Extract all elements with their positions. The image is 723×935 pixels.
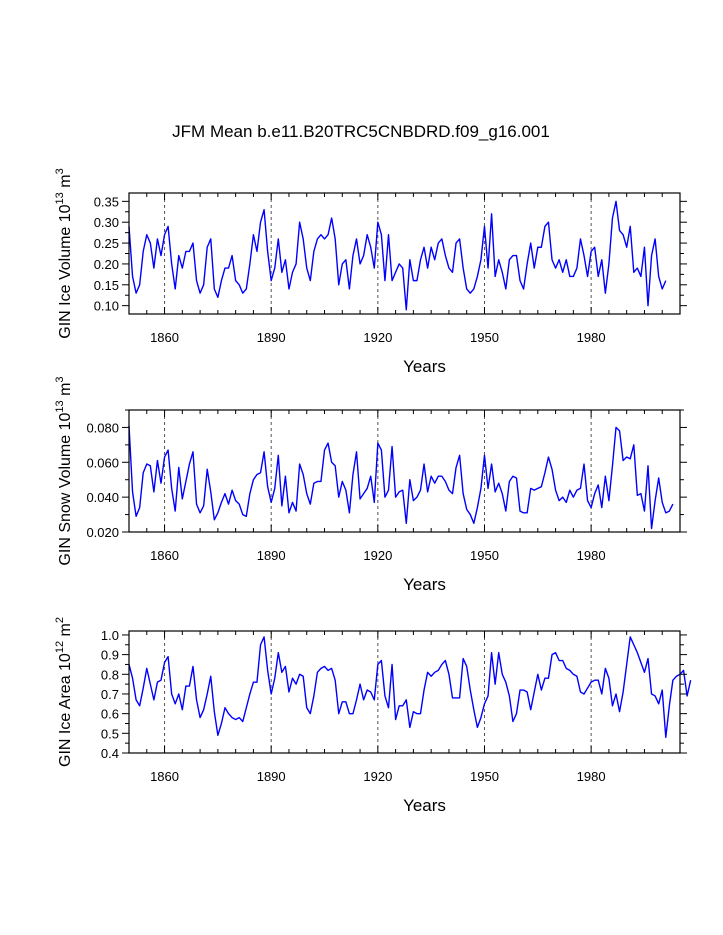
snow-volume-xtick-label: 1980 xyxy=(577,548,606,563)
ice-area-yaxis-title-exp: 12 xyxy=(54,641,66,653)
ice-area-yaxis-title-unit: m xyxy=(57,623,74,641)
snow-volume-ytick-label: 0.060 xyxy=(86,455,119,470)
snow-volume-ytick-label: 0.080 xyxy=(86,420,119,435)
snow-volume-yaxis-title-unit-exp: 3 xyxy=(54,376,66,382)
figure-title: JFM Mean b.e11.B20TRC5CNBDRD.f09_g16.001 xyxy=(172,122,550,141)
ice-area-xtick-label: 1980 xyxy=(577,769,606,784)
ice-volume-xtick-label: 1860 xyxy=(150,330,179,345)
snow-volume-ytick-label: 0.020 xyxy=(86,525,119,540)
ice-volume-ytick-label: 0.20 xyxy=(94,257,119,272)
ice-volume-xtick-label: 1890 xyxy=(257,330,286,345)
ice-area-ytick-label: 0.9 xyxy=(101,648,119,663)
ice-volume-ytick-label: 0.25 xyxy=(94,236,119,251)
ice-area-xaxis-title: Years xyxy=(403,796,446,815)
snow-volume-xtick-label: 1950 xyxy=(470,548,499,563)
ice-area-ytick-label: 0.4 xyxy=(101,746,119,761)
snow-volume-yaxis-title-exp: 13 xyxy=(54,400,66,412)
ice-volume-yaxis-title-unit-exp: 3 xyxy=(54,168,66,174)
ice-area-xtick-label: 1860 xyxy=(150,769,179,784)
ice-volume-xtick-label: 1980 xyxy=(577,330,606,345)
ice-area-ytick-label: 0.6 xyxy=(101,707,119,722)
ice-volume-panel: 1860 1890 1920 1950 1980 0.10 0.15 0.20 0.25 0.30… xyxy=(54,168,687,376)
ice-volume-series-line xyxy=(128,200,667,311)
ice-volume-xtick-label: 1920 xyxy=(363,330,392,345)
snow-volume-xtick-label: 1890 xyxy=(257,548,286,563)
ice-area-yaxis-title: GIN Ice Area 1012 m2 xyxy=(54,617,74,767)
snow-volume-xtick-label: 1860 xyxy=(150,548,179,563)
snow-volume-ytick-label: 0.040 xyxy=(86,490,119,505)
snow-volume-xtick-label: 1920 xyxy=(363,548,392,563)
snow-volume-plot-frame xyxy=(128,409,681,533)
snow-volume-yaxis-title: GIN Snow Volume 1013 m3 xyxy=(54,376,74,565)
ice-area-ytick-label: 0.5 xyxy=(101,726,119,741)
ice-volume-xaxis-title: Years xyxy=(403,357,446,376)
ice-area-panel: 1860 1890 1920 1950 1980 0.4 0.5 0.6 0.7 0.8 0.9 1.… xyxy=(54,617,692,815)
ice-volume-ytick-label: 0.15 xyxy=(94,278,119,293)
ice-volume-ytick-label: 0.10 xyxy=(94,299,119,314)
ice-area-ytick-label: 0.8 xyxy=(101,667,119,682)
ice-volume-ytick-label: 0.35 xyxy=(94,194,119,209)
ice-area-yaxis-title-unit-exp: 2 xyxy=(54,617,66,623)
ice-area-ytick-label: 0.7 xyxy=(101,687,119,702)
ice-volume-xtick-label: 1950 xyxy=(470,330,499,345)
ice-volume-yaxis-title-main: GIN Ice Volume 10 xyxy=(57,204,74,338)
snow-volume-xaxis-title: Years xyxy=(403,575,446,594)
ice-area-ytick-label: 1.0 xyxy=(101,628,119,643)
ice-area-xtick-label: 1890 xyxy=(257,769,286,784)
ice-area-xtick-label: 1920 xyxy=(363,769,392,784)
ice-volume-ytick-label: 0.30 xyxy=(94,215,119,230)
snow-volume-yaxis-title-unit: m xyxy=(57,383,74,401)
ice-area-xtick-label: 1950 xyxy=(470,769,499,784)
ice-area-plot-frame xyxy=(128,630,681,754)
ice-volume-yaxis-title-exp: 13 xyxy=(54,192,66,204)
ice-volume-yaxis-title-unit: m xyxy=(57,174,74,192)
snow-volume-yaxis-title-main: GIN Snow Volume 10 xyxy=(57,412,74,565)
snow-volume-panel: 1860 1890 1920 1950 1980 0.020 0.040 0.060 0.080… xyxy=(54,376,687,594)
ice-volume-yaxis-title: GIN Ice Volume 1013 m3 xyxy=(54,168,74,338)
snow-volume-series-line xyxy=(128,425,674,530)
ice-area-yaxis-title-main: GIN Ice Area 10 xyxy=(57,653,74,767)
ice-area-series-line xyxy=(128,636,692,738)
